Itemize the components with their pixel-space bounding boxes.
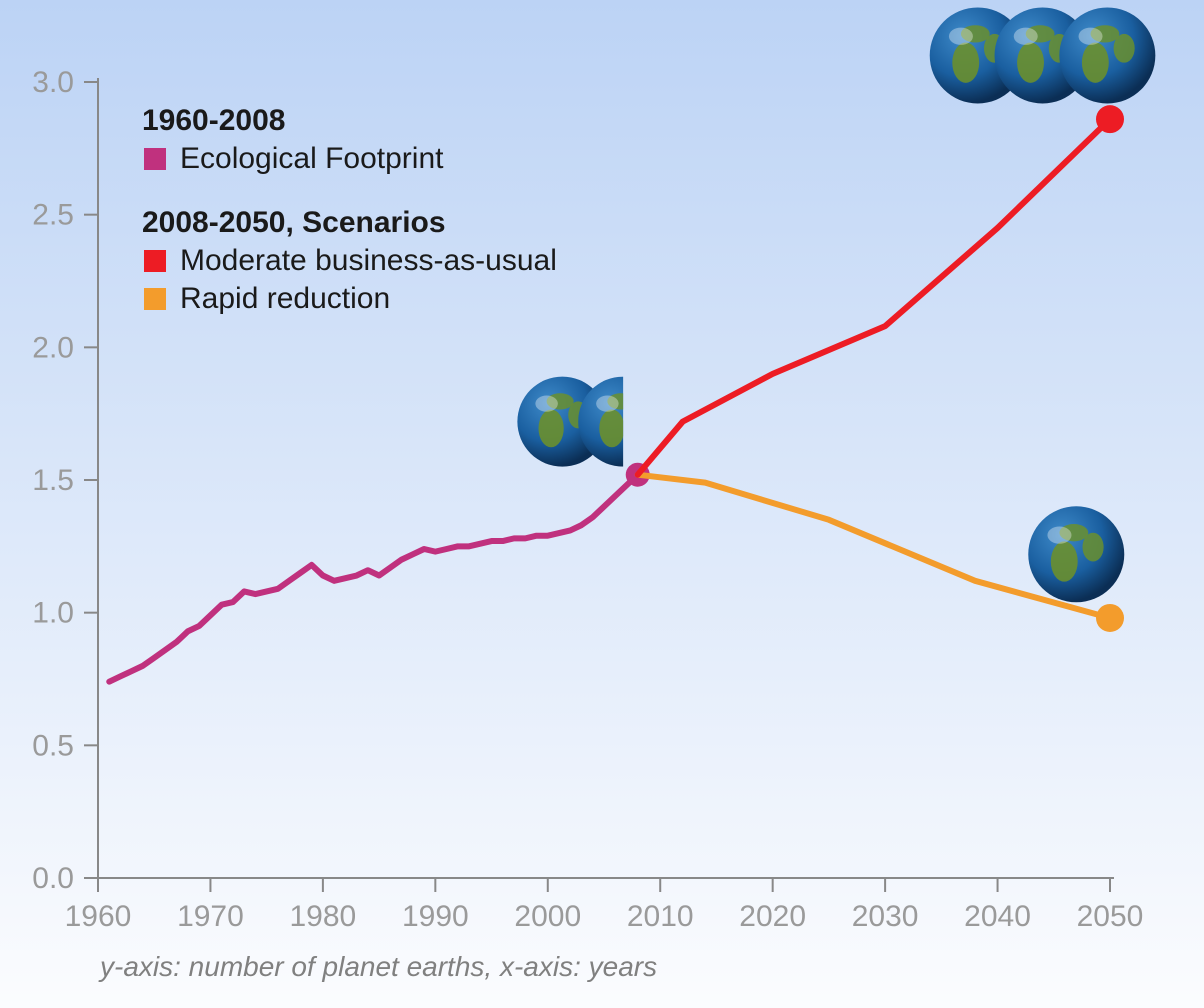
x-tick-label: 1970 [177, 900, 244, 933]
x-tick-label: 2040 [964, 900, 1031, 933]
x-tick-label: 1980 [290, 900, 357, 933]
y-tick-label: 0.0 [32, 862, 74, 895]
legend-swatch [144, 148, 166, 170]
y-tick-label: 2.5 [32, 199, 74, 232]
chart-svg: 0.0 0.5 1.0 1.5 2.0 2.5 3.0 1960 1970 1980 1990 200… [0, 0, 1204, 1008]
y-tick-label: 2.0 [32, 331, 74, 364]
ecological-footprint-chart: 0.0 0.5 1.0 1.5 2.0 2.5 3.0 1960 1970 1980 1990 200… [0, 0, 1204, 1008]
business-as-usual-end-marker [1096, 105, 1124, 133]
x-tick-label: 2010 [627, 900, 694, 933]
y-tick-label: 1.5 [32, 464, 74, 497]
legend-label: Moderate business-as-usual [180, 244, 557, 277]
legend-label: Rapid reduction [180, 282, 390, 315]
earth-icon [1028, 506, 1124, 602]
x-tick-label: 2030 [852, 900, 919, 933]
legend-heading: 2008-2050, Scenarios [142, 206, 446, 239]
y-tick-label: 3.0 [32, 66, 74, 99]
legend-heading: 1960-2008 [142, 104, 285, 137]
legend-swatch [144, 250, 166, 272]
x-tick-label: 2000 [514, 900, 581, 933]
legend-swatch [144, 288, 166, 310]
axis-caption: y-axis: number of planet earths, x-axis:… [98, 951, 657, 982]
x-tick-label: 1990 [402, 900, 469, 933]
y-tick-label: 0.5 [32, 729, 74, 762]
legend-label: Ecological Footprint [180, 142, 444, 175]
x-tick-label: 1960 [65, 900, 132, 933]
x-tick-label: 2020 [739, 900, 806, 933]
x-tick-label: 2050 [1077, 900, 1144, 933]
y-tick-label: 1.0 [32, 597, 74, 630]
earth-icon [1059, 7, 1155, 103]
rapid-reduction-end-marker [1096, 604, 1124, 632]
